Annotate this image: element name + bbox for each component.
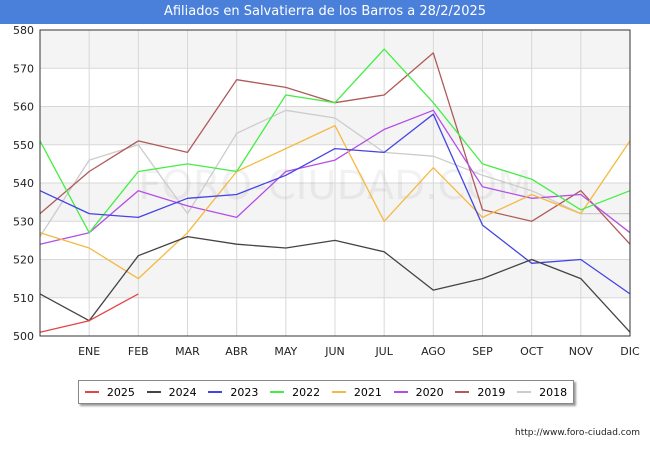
- legend-label: 2018: [539, 385, 568, 399]
- y-tick-label: 580: [13, 24, 34, 37]
- legend: 2025 2024 2023 2022 2021 2020 2019 2018: [78, 380, 574, 404]
- x-tick-label: ENE: [78, 345, 100, 358]
- legend-swatch: [517, 391, 532, 393]
- legend-item-2019: 2019: [455, 386, 505, 399]
- legend-swatch: [84, 391, 99, 393]
- y-tick-label: 570: [13, 62, 34, 75]
- x-tick-label: FEB: [128, 345, 149, 358]
- x-tick-label: JUN: [324, 345, 345, 358]
- legend-item-2021: 2021: [331, 385, 382, 399]
- y-tick-label: 520: [13, 254, 34, 267]
- series-line-2021: [39, 124, 631, 280]
- y-tick-labels: 500 510 520 530 540 550 560 570 580: [13, 24, 34, 343]
- legend-label: 2022: [292, 385, 321, 399]
- legend-label: 2019: [477, 385, 506, 399]
- legend-item-2022: 2022: [270, 386, 320, 399]
- x-tick-label: JUL: [374, 345, 393, 358]
- series-line-2023: [39, 113, 631, 295]
- series-line-2022: [39, 48, 631, 234]
- x-tick-label: MAR: [175, 345, 200, 358]
- series-line-2025: [39, 293, 139, 333]
- legend-item-2024: 2024: [146, 385, 197, 399]
- y-tick-label: 500: [13, 330, 34, 343]
- series-line-2024: [39, 235, 631, 333]
- axes: [39, 29, 631, 337]
- legend-swatch: [146, 391, 161, 393]
- legend-swatch: [455, 391, 470, 393]
- y-tick-label: 550: [13, 139, 34, 152]
- legend-label: 2020: [415, 385, 444, 399]
- legend-swatch: [393, 391, 408, 393]
- series-line-2020: [39, 109, 631, 245]
- legend-label: 2024: [168, 385, 197, 399]
- x-tick-label: ABR: [225, 345, 248, 358]
- y-tick-label: 510: [13, 292, 34, 305]
- x-tick-label: OCT: [520, 345, 543, 358]
- x-tick-label: DIC: [620, 345, 640, 358]
- legend-swatch: [208, 391, 223, 393]
- legend-item-2018: 2018: [517, 386, 567, 399]
- legend-label: 2021: [353, 385, 382, 399]
- x-tick-label: NOV: [569, 345, 594, 358]
- x-tick-label: MAY: [274, 345, 297, 358]
- legend-label: 2025: [106, 385, 135, 399]
- x-tick-label: AGO: [421, 345, 446, 358]
- y-tick-label: 560: [13, 101, 34, 114]
- legend-item-2020: 2020: [393, 385, 444, 399]
- legend-swatch: [331, 391, 346, 393]
- x-tick-labels: ENE FEB MAR ABR MAY JUN JUL AGO SEP OCT NOV DIC: [78, 345, 640, 358]
- legend-item-2023: 2023: [208, 386, 258, 399]
- y-tick-label: 530: [13, 215, 34, 228]
- chart-title: Afiliados en Salvatierra de los Barros a…: [0, 0, 650, 24]
- x-tick-label: SEP: [472, 345, 493, 358]
- legend-swatch: [270, 391, 285, 393]
- legend-item-2025: 2025: [84, 385, 135, 399]
- y-tick-label: 540: [13, 177, 34, 190]
- plot-frame: [39, 29, 631, 337]
- legend-label: 2023: [230, 385, 259, 399]
- series-lines: [39, 48, 631, 333]
- line-chart: FORO-CIUDAD.COM 500510520530540550560570…: [13, 24, 640, 358]
- source-url: http://www.foro-ciudad.com: [515, 428, 640, 438]
- series-line-2018: [39, 109, 630, 237]
